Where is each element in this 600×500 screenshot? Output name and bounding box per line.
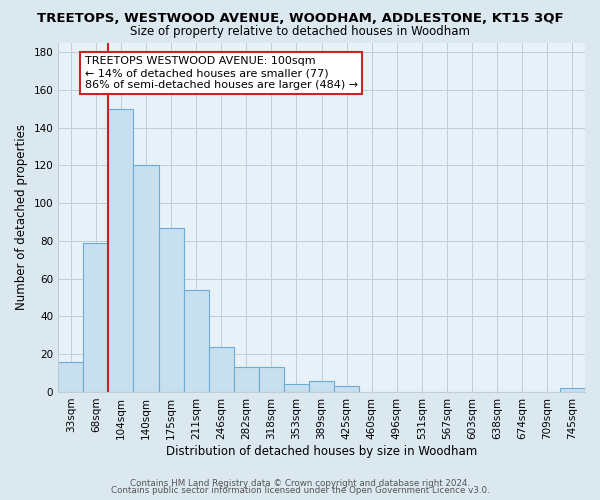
Bar bbox=[184, 290, 209, 392]
Text: TREETOPS WESTWOOD AVENUE: 100sqm
← 14% of detached houses are smaller (77)
86% o: TREETOPS WESTWOOD AVENUE: 100sqm ← 14% o… bbox=[85, 56, 358, 90]
Text: Contains public sector information licensed under the Open Government Licence v3: Contains public sector information licen… bbox=[110, 486, 490, 495]
Bar bbox=[58, 362, 83, 392]
Bar bbox=[109, 108, 133, 392]
Bar bbox=[158, 228, 184, 392]
Bar bbox=[209, 346, 234, 392]
Bar bbox=[284, 384, 309, 392]
Bar bbox=[560, 388, 585, 392]
Bar bbox=[83, 242, 109, 392]
X-axis label: Distribution of detached houses by size in Woodham: Distribution of detached houses by size … bbox=[166, 444, 477, 458]
Bar bbox=[309, 380, 334, 392]
Bar bbox=[259, 368, 284, 392]
Text: Size of property relative to detached houses in Woodham: Size of property relative to detached ho… bbox=[130, 25, 470, 38]
Bar bbox=[334, 386, 359, 392]
Y-axis label: Number of detached properties: Number of detached properties bbox=[15, 124, 28, 310]
Bar bbox=[234, 368, 259, 392]
Bar bbox=[133, 166, 158, 392]
Text: Contains HM Land Registry data © Crown copyright and database right 2024.: Contains HM Land Registry data © Crown c… bbox=[130, 478, 470, 488]
Text: TREETOPS, WESTWOOD AVENUE, WOODHAM, ADDLESTONE, KT15 3QF: TREETOPS, WESTWOOD AVENUE, WOODHAM, ADDL… bbox=[37, 12, 563, 26]
